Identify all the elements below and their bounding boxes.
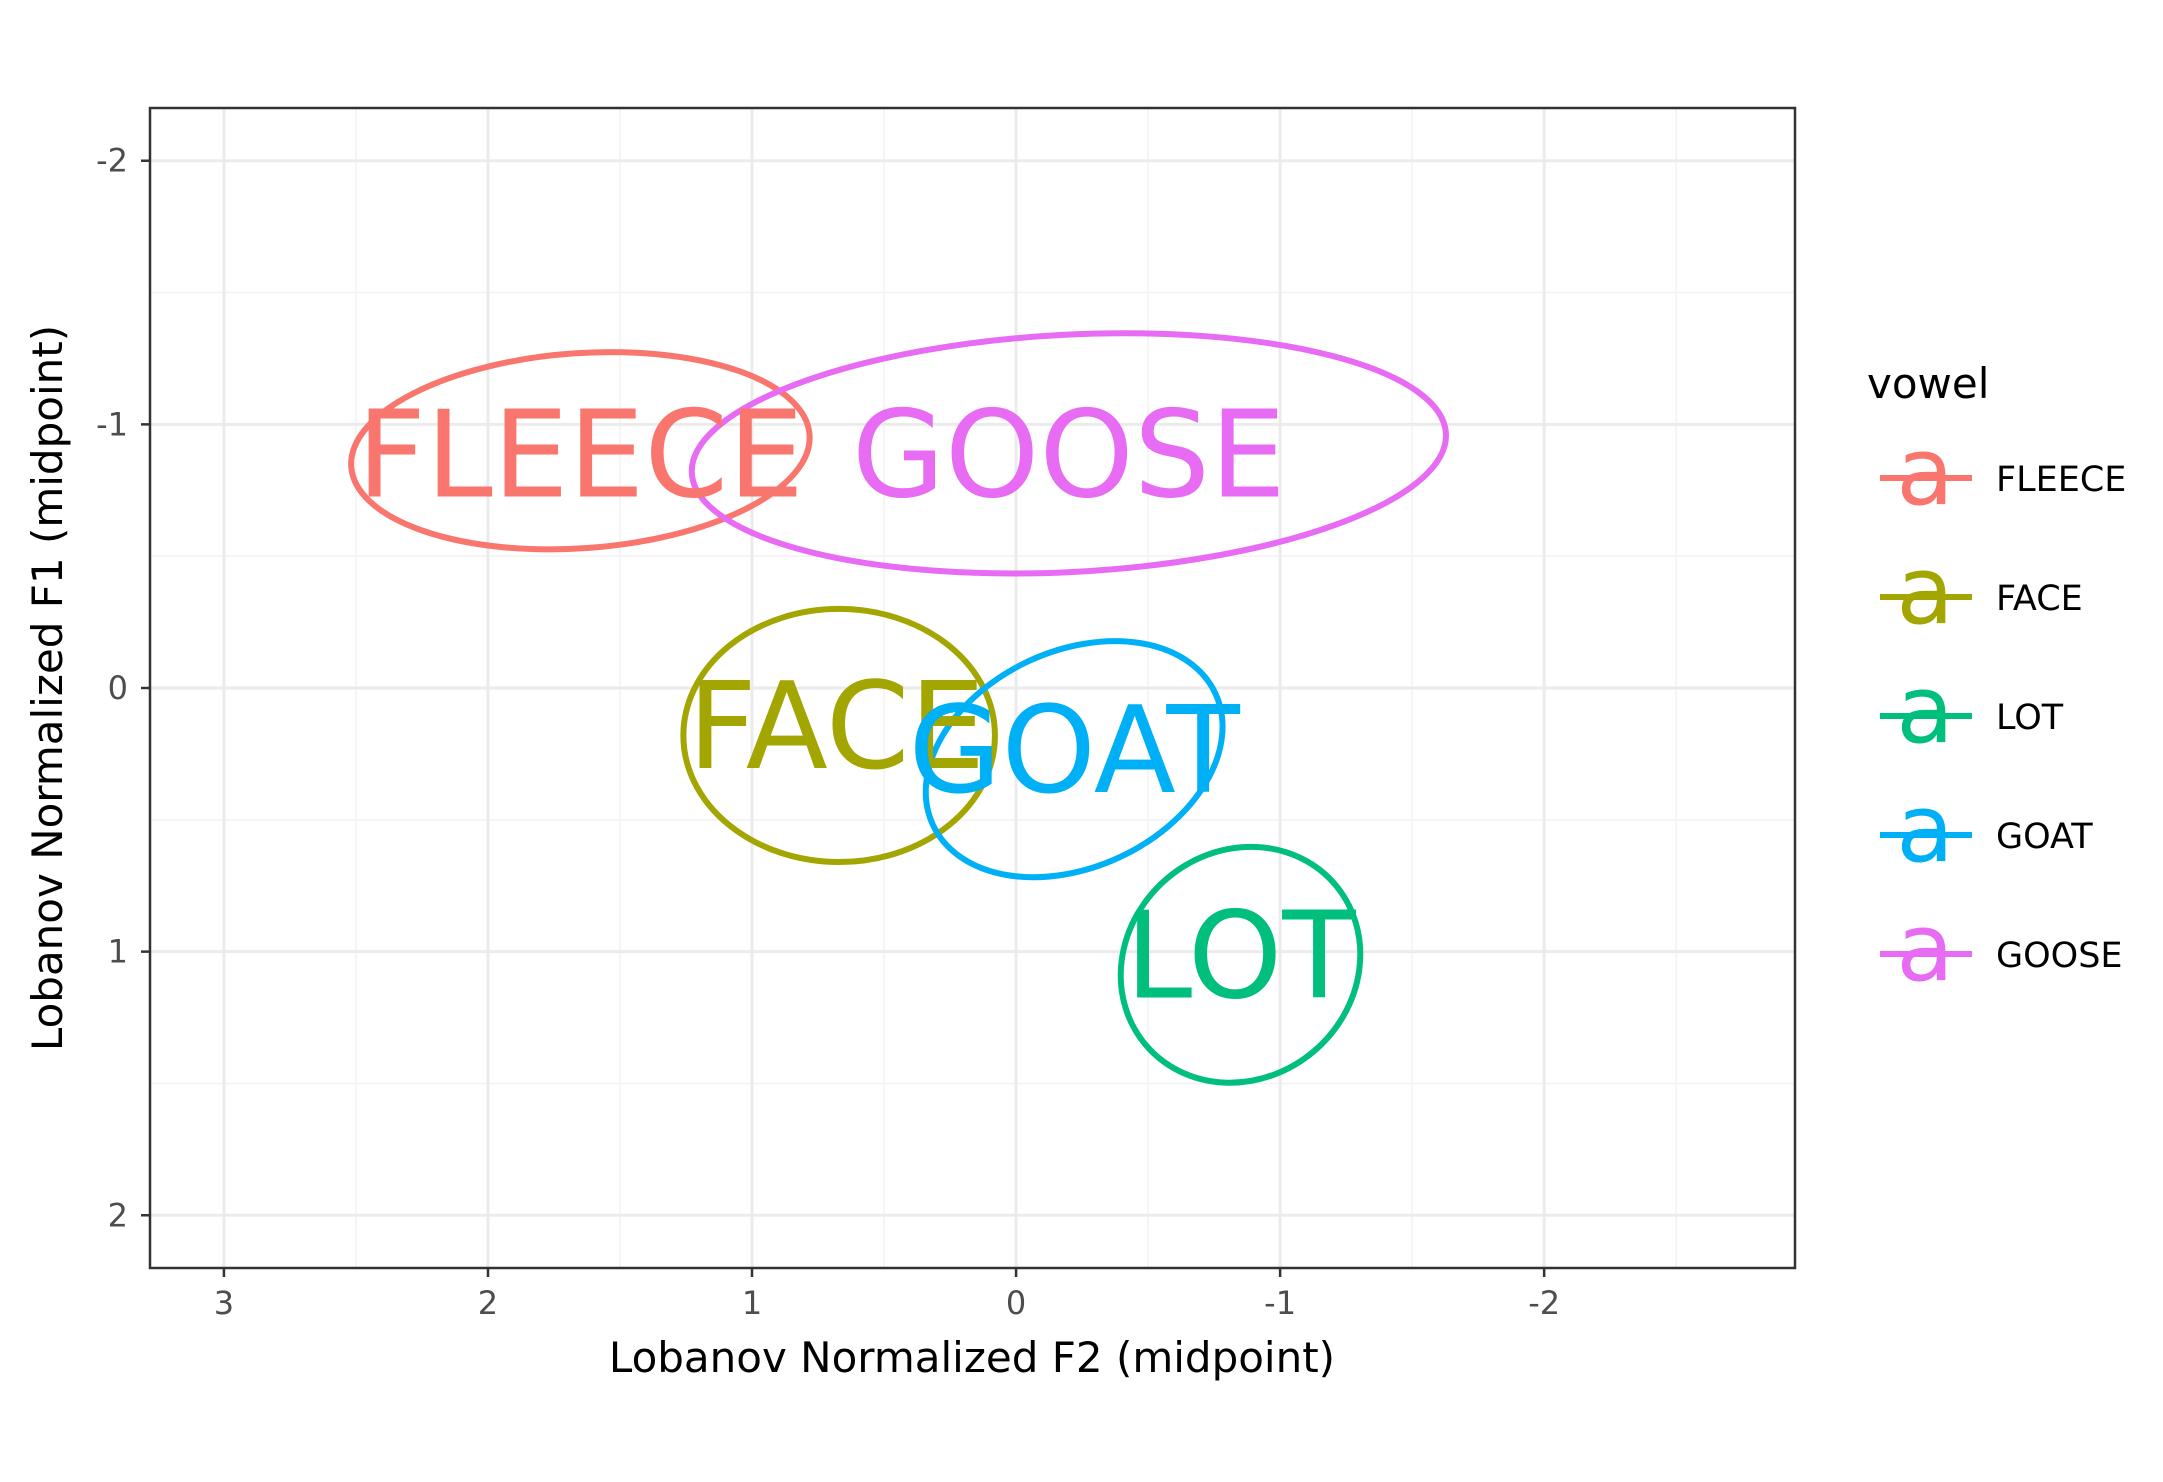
x-axis: 3 2 1 0 -1 -2 — [214, 1268, 1560, 1322]
y-tick-label: 1 — [108, 933, 128, 971]
y-axis: -2 -1 0 1 2 — [96, 142, 150, 1234]
label-goose: GOOSE — [852, 387, 1286, 526]
x-tick-label: 0 — [1006, 1284, 1026, 1322]
x-tick-label: -2 — [1528, 1284, 1560, 1322]
ellipses — [348, 330, 1449, 1086]
legend-key-fleece: a — [1896, 418, 1954, 527]
y-tick-label: 2 — [108, 1196, 128, 1234]
label-face: FACE — [688, 658, 986, 797]
legend-label-goat: GOAT — [1996, 817, 2093, 857]
ellipse-goose — [688, 330, 1449, 577]
legend-label-face: FACE — [1996, 579, 2083, 619]
legend-title: vowel — [1867, 359, 1989, 408]
legend-key-goose: a — [1896, 894, 1954, 1003]
y-axis-title: Lobanov Normalized F1 (midpoint) — [23, 325, 72, 1051]
major-gridlines — [150, 108, 1795, 1268]
label-lot: LOT — [1125, 887, 1356, 1026]
ellipse-face — [680, 605, 998, 865]
x-tick-label: -1 — [1264, 1284, 1296, 1322]
legend-label-fleece: FLEECE — [1996, 460, 2126, 500]
legend-key-lot: a — [1896, 656, 1954, 765]
minor-gridlines — [150, 108, 1795, 1268]
ellipse-fleece — [348, 349, 813, 553]
legend-key-goat: a — [1896, 775, 1954, 884]
legend-label-lot: LOT — [1996, 698, 2064, 738]
label-fleece: FLEECE — [357, 387, 804, 526]
x-tick-label: 2 — [478, 1284, 498, 1322]
legend-key-face: a — [1896, 537, 1954, 646]
plot-panel: FLEECE FACE LOT GOAT GOOSE — [148, 106, 1797, 1270]
legend-label-goose: GOOSE — [1996, 936, 2123, 976]
ellipse-goat — [922, 638, 1226, 881]
x-tick-label: 1 — [742, 1284, 762, 1322]
y-tick-label: 0 — [108, 669, 128, 707]
x-axis-title: Lobanov Normalized F2 (midpoint) — [609, 1333, 1335, 1382]
label-goat: GOAT — [908, 682, 1240, 821]
x-tick-label: 3 — [214, 1284, 234, 1322]
y-tick-label: -2 — [96, 142, 128, 180]
ellipse-lot — [1117, 843, 1364, 1086]
legend: vowel a FLEECE a FACE a LOT a GOAT a GOOSE — [1867, 359, 2126, 1003]
vowel-labels: FLEECE FACE LOT GOAT GOOSE — [357, 387, 1357, 1027]
y-tick-label: -1 — [96, 405, 128, 443]
